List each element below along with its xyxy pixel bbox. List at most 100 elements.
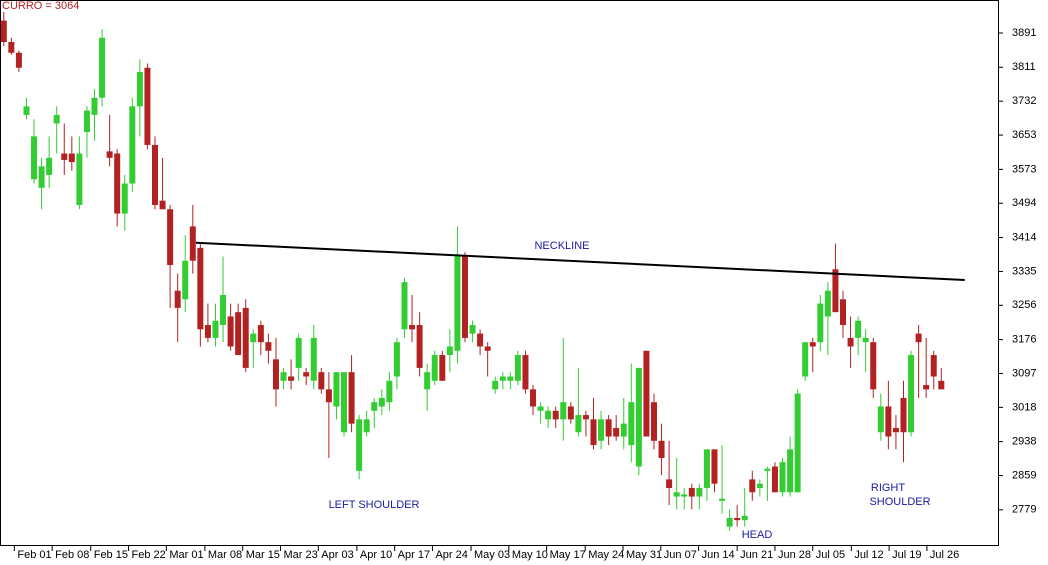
x-tick-label: Feb 08 [55,549,89,561]
candle-body [703,449,710,488]
candle-body [734,517,741,521]
candle-body [106,151,113,158]
annotation: LEFT SHOULDER [329,499,420,511]
candle-body [832,269,839,313]
candle-body [46,157,53,175]
candle-body [749,479,756,493]
candle-body [560,402,567,420]
candle-body [930,355,937,377]
candle-body [771,466,778,493]
candle-body [847,337,854,347]
candle-body [650,402,657,441]
candle-body [439,355,446,381]
candle-body [719,498,726,501]
y-tick-label: 3335 [1012,265,1036,277]
x-tick-label: Jun 07 [664,549,697,561]
y-tick-label: 3732 [1012,95,1036,107]
candle-body [817,303,824,343]
candle-body [325,389,332,403]
candle-body [348,372,355,424]
x-tick-label: Jul 26 [930,549,959,561]
annotation: RIGHT [871,482,906,494]
candle-body [537,406,544,411]
candle-body [189,226,196,261]
x-tick-label: Feb 22 [132,549,166,561]
candle-body [363,419,370,433]
candle-body [681,494,688,497]
candle-body [870,342,877,390]
candle-body [726,517,733,527]
y-tick-label: 3414 [1012,231,1036,243]
candle-body [658,440,665,458]
candle-body [386,380,393,403]
candle-body [23,106,30,115]
candle-body [242,307,249,368]
candle-body [38,166,45,188]
candle-body [295,337,302,368]
x-tick-label: Mar 23 [283,549,317,561]
candle-body [265,342,272,351]
candle-body [333,372,340,407]
candle-body [310,337,317,381]
candle-body [530,389,537,407]
candle-body [129,106,136,184]
candle-body [144,67,151,145]
annotation: NECKLINE [534,240,589,252]
y-tick-label: 3097 [1012,367,1036,379]
candle-body [635,367,642,467]
candle-body [15,52,22,68]
candle-body [280,372,287,381]
candle-body [371,402,378,411]
candle-body [469,325,476,334]
candle-body [862,337,869,343]
x-tick-label: Apr 24 [435,549,467,561]
candle-body [900,397,907,433]
y-tick-label: 3573 [1012,163,1036,175]
candle-body [68,153,75,163]
candle-body [341,372,348,433]
candle-body [416,325,423,368]
x-tick-label: Jul 12 [854,549,883,561]
candle-body [257,325,264,343]
candle-body [8,42,15,53]
candle-body [673,492,680,497]
candle-body [303,372,310,377]
candle-body [492,380,499,390]
x-tick-label: Mar 15 [246,549,280,561]
x-tick-label: Jul 05 [816,549,845,561]
x-tick-label: Feb 01 [17,549,51,561]
neckline [195,241,965,282]
x-tick-label: May 31 [626,549,662,561]
candle-body [824,290,831,317]
candle-body [393,342,400,377]
candle-body [227,316,234,347]
candle-body [220,295,227,326]
candle-body [605,419,612,437]
y-tick-label: 3811 [1012,61,1036,73]
candle-body [167,209,174,265]
candle-body [522,355,529,390]
candle-body [545,410,552,420]
y-tick-label: 3256 [1012,299,1036,311]
x-tick-label: Mar 08 [208,549,242,561]
y-tick-label: 3653 [1012,129,1036,141]
candle-body [582,415,589,420]
candle-body [484,346,491,351]
candle-body [159,200,166,210]
candle-body [908,355,915,433]
candle-body [802,342,809,377]
x-tick-label: Apr 03 [321,549,353,561]
candle-body [514,355,521,381]
x-tick-label: Jun 21 [740,549,773,561]
candle-body [250,333,257,343]
x-tick-label: Apr 17 [398,549,430,561]
y-tick-label: 2859 [1012,469,1036,481]
candle-body [288,376,295,381]
candle-body [499,376,506,381]
candle-body [598,419,605,441]
candle-body [628,402,635,446]
candle-body [764,468,771,471]
candle-body [121,183,128,214]
